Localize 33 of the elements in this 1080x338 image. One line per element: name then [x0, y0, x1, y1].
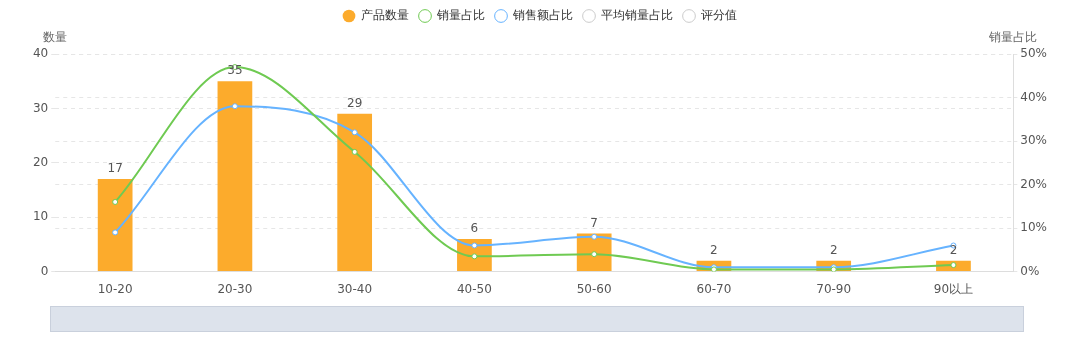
x-tick-label: 10-20 [97, 281, 133, 296]
legend-label: 产品数量 [361, 8, 409, 23]
x-tick-label: 50-60 [576, 281, 612, 296]
data-label: 6 [470, 221, 479, 236]
x-tick-label: 70-90 [816, 281, 852, 296]
y2-tick-label: 10% [1020, 220, 1047, 235]
y-tick-label: 30 [32, 100, 49, 115]
y-tick-label: 10 [32, 209, 49, 224]
y-tick-label: 20 [32, 154, 49, 169]
y-axis-title: 数量 [43, 30, 68, 45]
data-label: 2 [949, 242, 958, 257]
y-tick-label: 0 [40, 263, 49, 278]
legend-label: 销量占比 [436, 8, 485, 23]
y2-tick-label: 50% [1020, 46, 1047, 61]
x-tick-label: 90以上 [933, 281, 974, 296]
y2-tick-label: 40% [1020, 89, 1047, 104]
y-tick-label: 40 [32, 46, 49, 61]
x-tick-label: 60-70 [696, 281, 732, 296]
x-tick-label: 40-50 [456, 281, 492, 296]
y2-tick-label: 0% [1020, 263, 1040, 278]
data-label: 2 [710, 242, 718, 257]
data-label: 7 [590, 215, 598, 230]
y2-tick-label: 30% [1020, 133, 1047, 148]
x-tick-label: 30-40 [337, 281, 373, 296]
data-label: 29 [347, 95, 363, 110]
y2-tick-label: 20% [1020, 176, 1047, 191]
legend-label: 平均销量占比 [601, 8, 673, 23]
data-label: 2 [829, 242, 838, 257]
legend-label: 评分值 [701, 8, 737, 23]
x-tick-label: 20-30 [217, 281, 253, 296]
legend-label: 销售额占比 [512, 8, 573, 23]
y2-axis-title: 销量占比 [988, 30, 1038, 45]
data-label: 17 [107, 161, 123, 176]
